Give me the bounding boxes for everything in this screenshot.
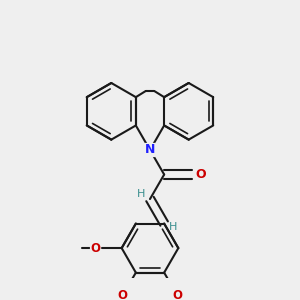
Text: H: H [137,189,146,200]
Text: N: N [145,143,155,157]
Text: O: O [117,289,128,300]
Text: H: H [169,222,177,232]
Text: O: O [90,242,100,255]
Text: O: O [196,168,206,181]
Text: O: O [172,289,183,300]
